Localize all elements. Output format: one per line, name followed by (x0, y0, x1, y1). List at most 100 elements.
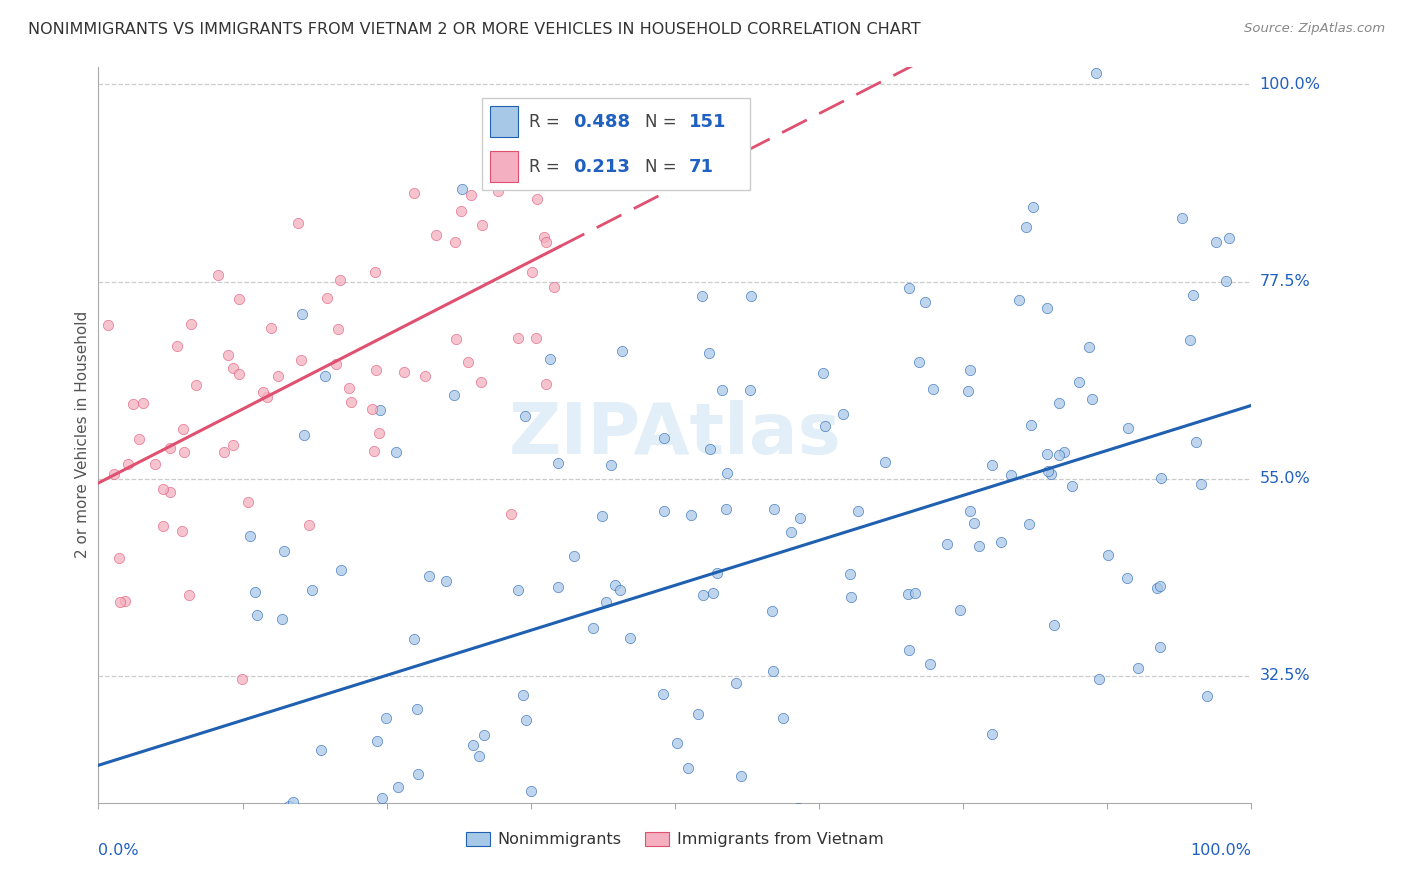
Point (262, 871, 284, 885)
Point (406, 702, 429, 716)
Y-axis label: 2 or more Vehicles in Household: 2 or more Vehicles in Household (75, 311, 90, 558)
Point (471, 218, 494, 232)
Point (716, 467, 738, 481)
Point (1008, 293, 1031, 308)
Point (706, 566, 728, 580)
Point (418, 569, 440, 583)
Point (228, 292, 250, 306)
Point (990, 535, 1012, 549)
Point (789, 510, 811, 524)
Point (898, 281, 921, 295)
Point (512, 143, 534, 157)
Point (402, 878, 425, 892)
Point (898, 643, 921, 657)
Point (172, 524, 194, 538)
Point (501, 508, 523, 522)
Point (651, 687, 673, 701)
Point (159, 484, 181, 499)
Point (128, 433, 150, 447)
Text: NONIMMIGRANTS VS IMMIGRANTS FROM VIETNAM 2 OR MORE VEHICLES IN HOUSEHOLD CORRELA: NONIMMIGRANTS VS IMMIGRANTS FROM VIETNAM… (28, 22, 921, 37)
Point (702, 586, 724, 600)
Point (143, 458, 166, 472)
Point (562, 549, 585, 564)
Point (935, 536, 957, 550)
Point (506, 583, 529, 598)
Point (520, 265, 543, 279)
Point (468, 749, 491, 764)
Point (534, 376, 557, 391)
Text: 0.0%: 0.0% (98, 843, 139, 858)
Point (406, 767, 429, 781)
Point (980, 727, 1002, 741)
Point (1205, 235, 1227, 250)
Point (519, 783, 541, 797)
Point (329, 273, 352, 287)
Point (512, 689, 534, 703)
Point (1149, 579, 1171, 593)
Point (665, 859, 688, 873)
Point (283, 795, 305, 809)
Point (325, 357, 347, 371)
Point (470, 376, 492, 390)
Point (839, 590, 862, 604)
Point (654, 431, 676, 445)
Point (526, 846, 548, 860)
Point (763, 502, 786, 516)
Point (337, 381, 360, 395)
Point (159, 441, 181, 455)
Point (207, 268, 229, 282)
Point (846, 504, 869, 518)
Point (959, 504, 981, 518)
Point (515, 409, 537, 423)
Point (547, 456, 569, 470)
Text: 32.5%: 32.5% (1260, 668, 1310, 683)
Point (610, 343, 633, 358)
Point (1043, 618, 1066, 632)
Point (1000, 468, 1022, 483)
Point (443, 235, 465, 249)
Point (963, 516, 986, 530)
Point (1189, 477, 1212, 491)
Point (1116, 421, 1139, 435)
Point (1047, 448, 1070, 462)
Point (582, 621, 605, 635)
Point (697, 345, 720, 359)
Point (457, 355, 479, 369)
Point (904, 586, 927, 600)
Point (1088, 672, 1111, 686)
Point (1036, 447, 1059, 461)
Point (245, 585, 267, 599)
Point (740, 289, 762, 303)
Point (460, 187, 482, 202)
Point (918, 657, 941, 671)
Point (730, 769, 752, 783)
Point (309, 743, 332, 757)
Point (301, 583, 323, 598)
Point (266, 369, 288, 384)
Point (152, 482, 174, 496)
Point (811, 366, 834, 380)
Point (681, 508, 703, 522)
Point (914, 294, 936, 309)
Point (724, 676, 747, 690)
Point (97, 318, 120, 332)
Text: 100.0%: 100.0% (1191, 843, 1251, 858)
Point (402, 186, 425, 200)
Point (1115, 571, 1137, 585)
Point (654, 504, 676, 518)
Point (1022, 200, 1045, 214)
Point (271, 612, 294, 626)
Point (1036, 463, 1059, 477)
Point (1036, 301, 1059, 315)
Point (1171, 211, 1194, 225)
Point (298, 517, 321, 532)
Point (595, 595, 617, 609)
Point (287, 215, 309, 229)
Point (392, 365, 415, 379)
Point (239, 528, 262, 542)
Point (1077, 339, 1099, 353)
Point (367, 426, 389, 441)
Point (166, 338, 188, 352)
Point (425, 228, 447, 243)
Point (1060, 479, 1083, 493)
